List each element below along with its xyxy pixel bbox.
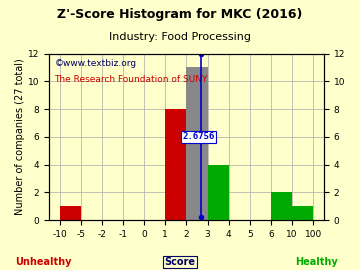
Text: Industry: Food Processing: Industry: Food Processing xyxy=(109,32,251,42)
Text: Unhealthy: Unhealthy xyxy=(15,257,71,267)
Bar xyxy=(59,206,81,220)
Text: 2.6756: 2.6756 xyxy=(183,132,215,141)
Text: Score: Score xyxy=(165,257,195,267)
Bar xyxy=(207,165,229,220)
Bar xyxy=(292,206,313,220)
Text: Z'-Score Histogram for MKC (2016): Z'-Score Histogram for MKC (2016) xyxy=(57,8,303,21)
Text: ©www.textbiz.org: ©www.textbiz.org xyxy=(54,59,137,68)
Bar xyxy=(186,68,207,220)
Y-axis label: Number of companies (27 total): Number of companies (27 total) xyxy=(15,59,25,215)
Text: The Research Foundation of SUNY: The Research Foundation of SUNY xyxy=(54,75,208,84)
Bar xyxy=(271,192,292,220)
Bar xyxy=(165,109,186,220)
Text: Healthy: Healthy xyxy=(296,257,338,267)
